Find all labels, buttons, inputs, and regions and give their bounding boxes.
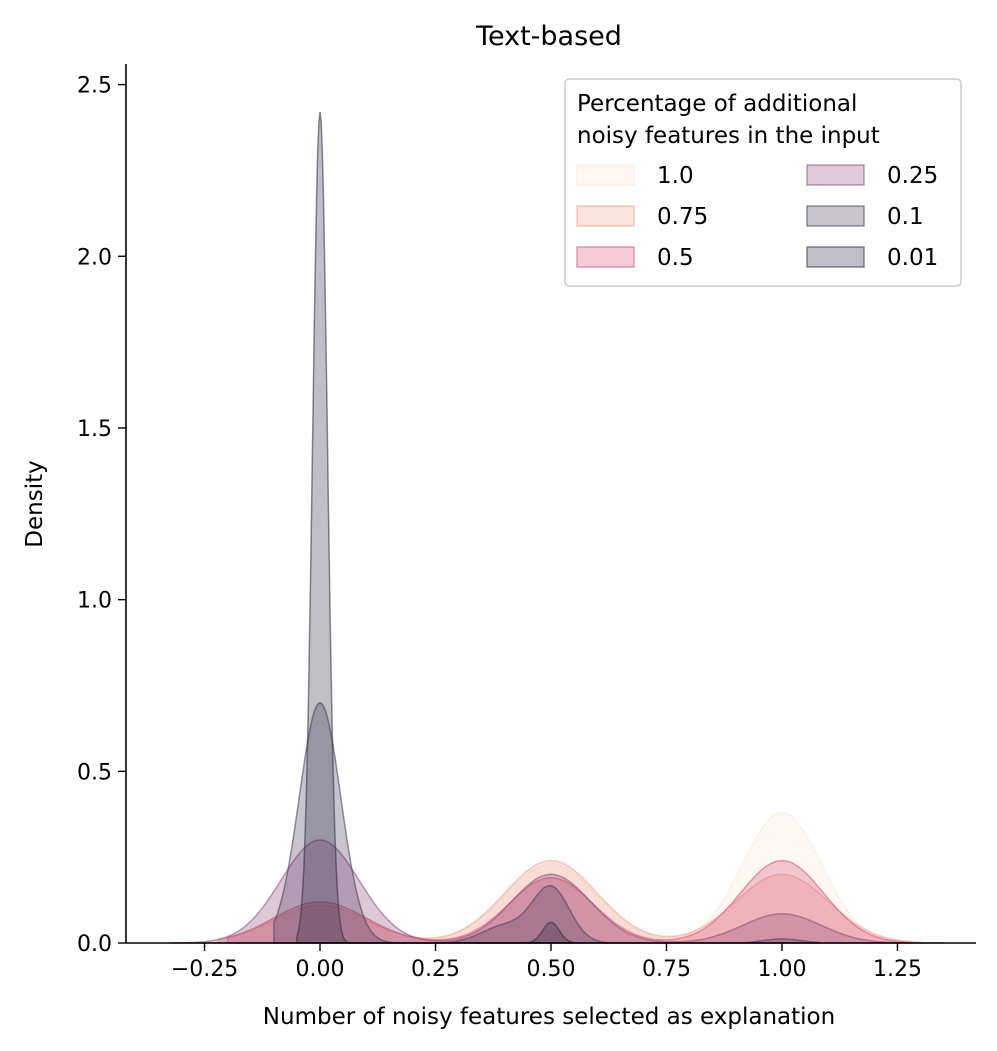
legend-entries: 1.0 0.75 0.5 0.25 0.1 0.01 — [576, 163, 938, 271]
series-area-0-75 — [217, 859, 922, 944]
legend-frame — [564, 78, 962, 287]
legend-label: 0.75 — [657, 204, 708, 230]
legend-label: 1.0 — [657, 163, 694, 189]
legend-swatch-1-0 — [576, 164, 635, 186]
legend-swatch-0-25 — [806, 164, 865, 186]
x-tick-label: 0.50 — [527, 957, 576, 982]
x-tick-label: −0.25 — [171, 957, 238, 982]
x-tick-label: 1.00 — [757, 957, 806, 982]
legend-label: 0.25 — [887, 163, 938, 189]
y-tick-label: 2.0 — [77, 245, 112, 270]
y-tick-label: 0.0 — [77, 932, 112, 957]
legend-label: 0.01 — [887, 245, 938, 271]
x-axis-label: Number of noisy features selected as exp… — [263, 1004, 835, 1030]
x-tick-label: 0.00 — [296, 957, 345, 982]
series-layer — [171, 112, 944, 944]
chart-title: Text-based — [475, 21, 622, 52]
legend-label: 0.5 — [657, 245, 694, 271]
x-tick-label: 0.25 — [411, 957, 460, 982]
legend-title-line-2: noisy features in the input — [577, 123, 880, 149]
legend-swatch-0-01 — [806, 246, 865, 268]
x-tick-label: 1.25 — [873, 957, 922, 982]
y-tick-label: 2.5 — [77, 74, 112, 99]
y-tick-label: 1.5 — [77, 417, 112, 442]
y-tick-label: 1.0 — [77, 589, 112, 614]
legend-title-line-1: Percentage of additional — [577, 91, 857, 117]
legend: Percentage of additional noisy features … — [564, 78, 962, 287]
axes-layer: −0.25 0.00 0.25 0.50 0.75 1.00 1.250.00.51.01.… — [77, 64, 976, 982]
y-tick-label: 0.5 — [77, 760, 112, 785]
legend-swatch-0-5 — [576, 246, 635, 268]
legend-swatch-0-75 — [576, 205, 635, 227]
series-area-0-5 — [226, 859, 913, 944]
legend-swatch-0-1 — [806, 205, 865, 227]
legend-label: 0.1 — [887, 204, 924, 230]
x-tick-label: 0.75 — [642, 957, 691, 982]
y-axis-label: Density — [22, 460, 48, 547]
